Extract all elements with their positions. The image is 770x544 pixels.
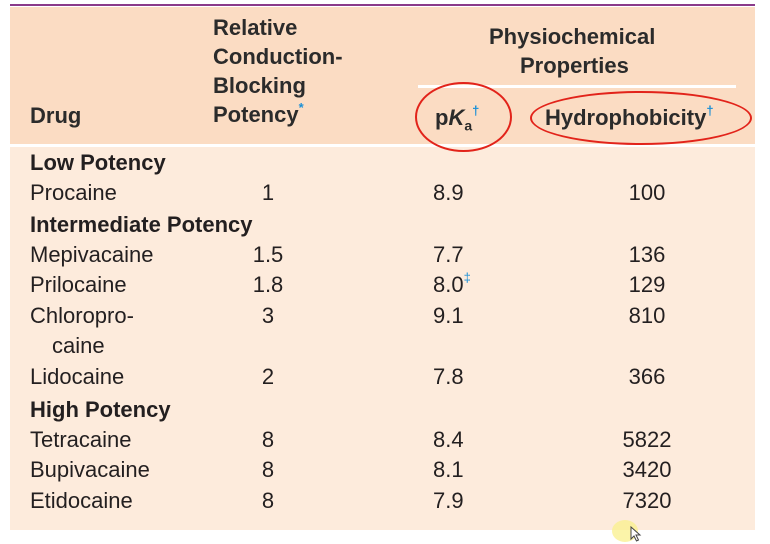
- cell-potency: 8: [261, 427, 275, 452]
- cell-pka: 7.9: [433, 488, 464, 513]
- cell-potency: 3: [261, 303, 275, 328]
- header-divider: [10, 144, 755, 147]
- cell-drug: Procaine: [30, 180, 117, 205]
- cell-drug-continuation: caine: [52, 333, 105, 358]
- group-label-intermediate: Intermediate Potency: [30, 212, 253, 237]
- cell-drug: Tetracaine: [30, 427, 132, 452]
- cell-potency: 1: [261, 180, 275, 205]
- cell-pka: 8.1: [433, 457, 464, 482]
- cell-drug: Lidocaine: [30, 364, 125, 389]
- group-label-high: High Potency: [30, 397, 171, 422]
- annotation-circle-pka: [415, 82, 512, 152]
- cell-drug: Etidocaine: [30, 488, 133, 513]
- header-potency-line4: Potency*: [213, 100, 304, 127]
- header-physio-line2: Properties: [520, 53, 629, 78]
- cell-hydrophobicity: 7320: [622, 488, 672, 513]
- cell-pka: 7.7: [433, 242, 464, 267]
- cell-hydrophobicity: 129: [628, 272, 666, 297]
- cell-hydrophobicity: 810: [628, 303, 666, 328]
- cell-pka: 8.4: [433, 427, 464, 452]
- cell-hydrophobicity: 136: [628, 242, 666, 267]
- top-rule: [10, 4, 755, 6]
- cell-hydrophobicity: 366: [628, 364, 666, 389]
- cell-potency: 1.5: [252, 242, 284, 267]
- cell-hydrophobicity: 3420: [622, 457, 672, 482]
- cell-pka: 7.8: [433, 364, 464, 389]
- mouse-pointer-icon: [630, 526, 642, 542]
- cell-pka: 8.0‡: [433, 270, 471, 297]
- annotation-circle-hydrophobicity: [530, 91, 752, 145]
- cell-hydrophobicity: 100: [628, 180, 666, 205]
- header-drug: Drug: [30, 103, 82, 128]
- asterisk-footnote-mark: *: [298, 100, 304, 115]
- cell-potency: 8: [261, 488, 275, 513]
- cell-drug: Mepivacaine: [30, 242, 154, 267]
- double-dagger-footnote-mark: ‡: [463, 270, 471, 285]
- potency-table: Drug Relative Conduction- Blocking Poten…: [10, 7, 755, 530]
- header-potency-line1: Relative: [213, 15, 298, 40]
- cell-drug: Chloropro-: [30, 303, 134, 328]
- cell-drug: Bupivacaine: [30, 457, 150, 482]
- cell-potency: 2: [261, 364, 275, 389]
- cell-potency: 8: [261, 457, 275, 482]
- header-physio-line1: Physiochemical: [489, 24, 656, 49]
- cell-potency: 1.8: [252, 272, 284, 297]
- cell-hydrophobicity: 5822: [622, 427, 672, 452]
- cell-drug: Prilocaine: [30, 272, 127, 297]
- cell-pka: 9.1: [433, 303, 464, 328]
- subheader-divider: [418, 85, 736, 88]
- header-potency-line2: Conduction-: [213, 44, 343, 69]
- cell-pka: 8.9: [433, 180, 464, 205]
- header-potency-line3: Blocking: [213, 73, 306, 98]
- group-label-low: Low Potency: [30, 150, 166, 175]
